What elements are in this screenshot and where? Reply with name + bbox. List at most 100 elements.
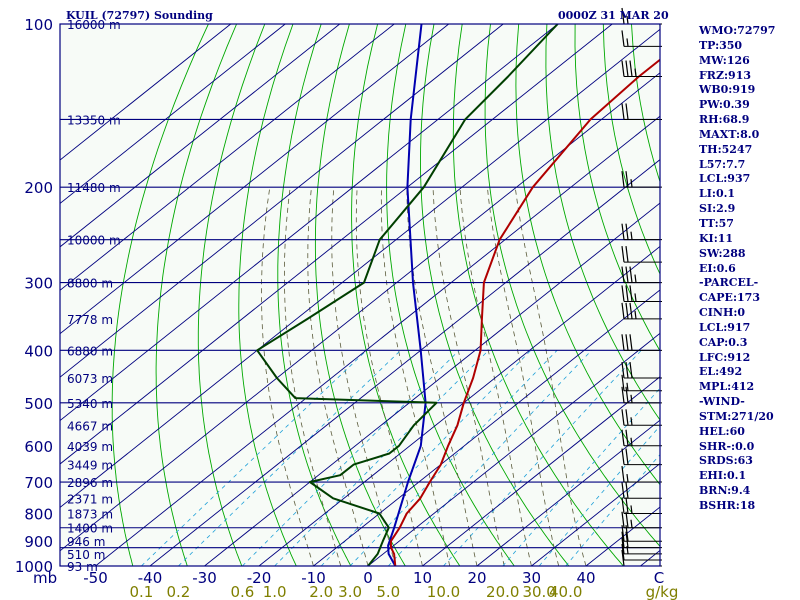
wind-barb-flag — [625, 409, 629, 426]
temperature-tick-label: 40 — [576, 569, 595, 587]
stat-item: LCL:917 — [699, 320, 751, 334]
stats-panel: WMO:72797 TP:350 MW:126 FRZ:913 WB0:919 PW:0.… — [699, 24, 775, 514]
mixing-ratio-tick-label: 2.0 — [309, 583, 333, 600]
wind-barb-half-flag — [626, 15, 629, 25]
height-label: 946 m — [67, 535, 105, 549]
wind-barb-flag — [621, 30, 625, 47]
temperature-tick-label: -10 — [301, 569, 326, 587]
moist-adiabat — [331, 187, 396, 566]
wind-barb-flag — [625, 223, 629, 240]
wind-barb — [621, 543, 662, 561]
mixing-ratio-line — [242, 350, 460, 566]
moist-adiabats — [261, 187, 587, 566]
wind-barb-flag — [625, 482, 629, 499]
wind-barb-half-flag — [626, 545, 629, 555]
mixing-ratio-tick-label: 10.0 — [427, 583, 460, 600]
wind-barb-flag — [625, 429, 629, 446]
wind-barb — [621, 246, 662, 263]
isotherm — [60, 28, 660, 509]
isotherms — [60, 24, 660, 566]
wind-barb-flag — [621, 531, 625, 548]
stat-item: SHR-:0.0 — [699, 439, 755, 453]
wind-barb-half-flag — [634, 293, 637, 302]
isotherm — [60, 24, 231, 161]
height-label: 1873 m — [67, 507, 113, 521]
mixing-ratio-tick-label: 40.0 — [549, 583, 582, 600]
isotherm — [422, 376, 660, 566]
wind-barb-half-flag — [630, 505, 633, 514]
moist-adiabat — [261, 187, 314, 566]
stat-item: MW:126 — [699, 53, 750, 67]
stat-item: SI:2.9 — [699, 202, 736, 216]
parcel-trace — [387, 24, 427, 566]
temperature-trace — [389, 58, 660, 566]
height-label: 6880 m — [67, 344, 113, 358]
pressure-tick-label: 700 — [24, 474, 53, 492]
moist-adiabat — [432, 187, 505, 566]
wind-barb-flag — [621, 361, 625, 379]
wind-barb-flag — [621, 429, 625, 446]
sounding-time: 0000Z 31 MAR 20 — [558, 9, 669, 22]
temperature-tick-label: -50 — [83, 569, 108, 587]
stat-item: MAXT:8.0 — [699, 127, 760, 141]
mixing-ratio-tick-label: 0.1 — [129, 583, 153, 600]
wind-barb-half-flag — [630, 394, 633, 403]
isotherm — [204, 202, 660, 566]
height-label: 4667 m — [67, 419, 113, 433]
moist-adiabat — [459, 187, 532, 566]
pressure-tick-label: 300 — [24, 275, 53, 293]
height-label: 1400 m — [67, 522, 113, 536]
wind-barb-half-flag — [634, 310, 637, 319]
wind-barb — [621, 361, 662, 379]
wind-barb-flag — [621, 386, 625, 403]
wind-barb-flag — [625, 511, 629, 528]
wind-barb-half-flag — [630, 437, 633, 446]
wind-barb-flag — [625, 497, 629, 514]
wind-barb — [621, 531, 662, 549]
wind-barb — [621, 511, 662, 529]
stat-item: LCL:937 — [699, 172, 751, 186]
isotherm — [149, 159, 660, 566]
stat-item: FRZ:913 — [699, 68, 752, 82]
stat-item: EI:0.6 — [699, 261, 736, 275]
moist-adiabat — [284, 187, 342, 566]
wind-barb — [621, 285, 662, 302]
pressure-tick-label: 900 — [24, 533, 53, 551]
isotherm — [95, 115, 660, 566]
height-label: 5340 m — [67, 397, 113, 411]
isotherm — [60, 24, 286, 205]
wind-barb — [621, 482, 662, 499]
wind-barb-flag — [621, 266, 625, 283]
wind-barb — [621, 465, 662, 483]
wind-barbs — [621, 7, 662, 567]
wind-barb-flag — [625, 103, 629, 120]
stat-item: HEL:60 — [699, 424, 745, 438]
wind-barb-flag — [621, 374, 625, 391]
isotherm — [60, 24, 449, 335]
isotherm — [60, 24, 504, 378]
height-label: 10000 m — [67, 234, 121, 248]
wind-barb-flag — [625, 448, 629, 465]
wind-barb-half-flag — [634, 68, 637, 77]
stat-item: L57:7.7 — [699, 157, 746, 171]
height-label: 6073 m — [67, 372, 113, 386]
temperature-tick-label: -30 — [192, 569, 217, 587]
wind-barb-flag — [625, 334, 629, 351]
stat-item: CINH:0 — [699, 306, 746, 320]
temperature-tick-label: 0 — [363, 569, 373, 587]
mixing-ratio-tick-label: 30.0 — [522, 583, 555, 600]
stat-item: SRDS:63 — [699, 454, 753, 468]
wind-barb — [621, 497, 662, 514]
stat-item: CAP:0.3 — [699, 335, 748, 349]
moist-adiabat — [514, 187, 587, 566]
wind-barb — [621, 171, 662, 188]
height-label: 510 m — [67, 548, 105, 562]
isotherm — [258, 245, 660, 566]
wind-barb-flag — [625, 266, 629, 283]
wind-barb-flag — [621, 482, 625, 499]
height-label: 3449 m — [67, 459, 113, 473]
plot-frame — [59, 23, 661, 567]
wind-barb — [621, 302, 662, 320]
wind-barb — [621, 30, 662, 47]
